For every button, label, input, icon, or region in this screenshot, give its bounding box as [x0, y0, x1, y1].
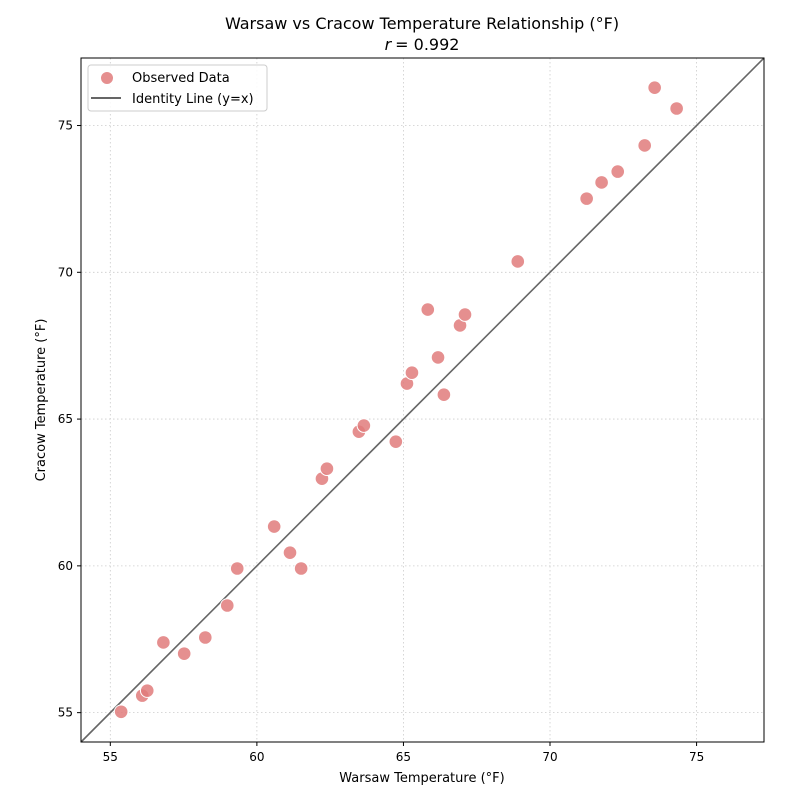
- data-point: [579, 191, 594, 206]
- subtitle-value: = 0.992: [395, 35, 459, 54]
- x-tick-label: 70: [542, 750, 557, 764]
- ticks: 55 60 65 70 75 55 60 65 70 75: [58, 119, 705, 764]
- x-tick-label: 60: [249, 750, 264, 764]
- data-point: [404, 365, 420, 380]
- data-point: [266, 519, 282, 534]
- data-point: [436, 387, 452, 403]
- data-point: [113, 704, 129, 720]
- y-tick-label: 55: [58, 706, 73, 720]
- data-point: [610, 164, 626, 179]
- data-point: [319, 461, 335, 476]
- y-tick-label: 65: [58, 412, 73, 426]
- x-axis-label: Warsaw Temperature (°F): [339, 771, 504, 786]
- data-point: [669, 101, 684, 116]
- chart-title: Warsaw vs Cracow Temperature Relationshi…: [225, 14, 619, 33]
- legend-label-identity: Identity Line (y=x): [132, 92, 254, 107]
- data-point: [156, 635, 171, 650]
- marks: [80, 57, 765, 743]
- x-tick-label: 65: [396, 750, 411, 764]
- data-point: [388, 434, 404, 449]
- data-point: [229, 561, 245, 576]
- legend-box: [87, 64, 268, 112]
- data-point: [282, 545, 298, 560]
- y-tick-label: 60: [58, 559, 73, 573]
- data-point: [420, 302, 436, 317]
- data-point: [176, 646, 192, 661]
- data-point: [197, 630, 213, 645]
- data-point: [430, 350, 446, 365]
- plot-frame: [80, 57, 765, 743]
- subtitle-variable: r: [385, 35, 393, 54]
- data-point: [647, 80, 662, 95]
- data-point: [637, 138, 652, 153]
- data-point: [457, 307, 473, 322]
- y-tick-label: 75: [58, 119, 73, 133]
- x-tick-label: 75: [689, 750, 704, 764]
- legend: Observed Data Identity Line (y=x): [87, 64, 268, 112]
- x-tick-label: 55: [103, 750, 118, 764]
- data-point: [219, 598, 235, 613]
- identity-line: [80, 57, 765, 743]
- y-tick-label: 70: [58, 265, 73, 279]
- data-point: [594, 175, 609, 190]
- data-point: [356, 418, 372, 433]
- y-axis-label: Cracow Temperature (°F): [34, 319, 49, 482]
- data-point: [139, 683, 155, 698]
- legend-marker-observed: [100, 71, 114, 85]
- data-point: [510, 254, 526, 269]
- legend-label-observed: Observed Data: [132, 71, 230, 86]
- grid: [81, 58, 764, 742]
- data-point: [293, 561, 309, 576]
- chart-subtitle: r = 0.992: [385, 35, 460, 54]
